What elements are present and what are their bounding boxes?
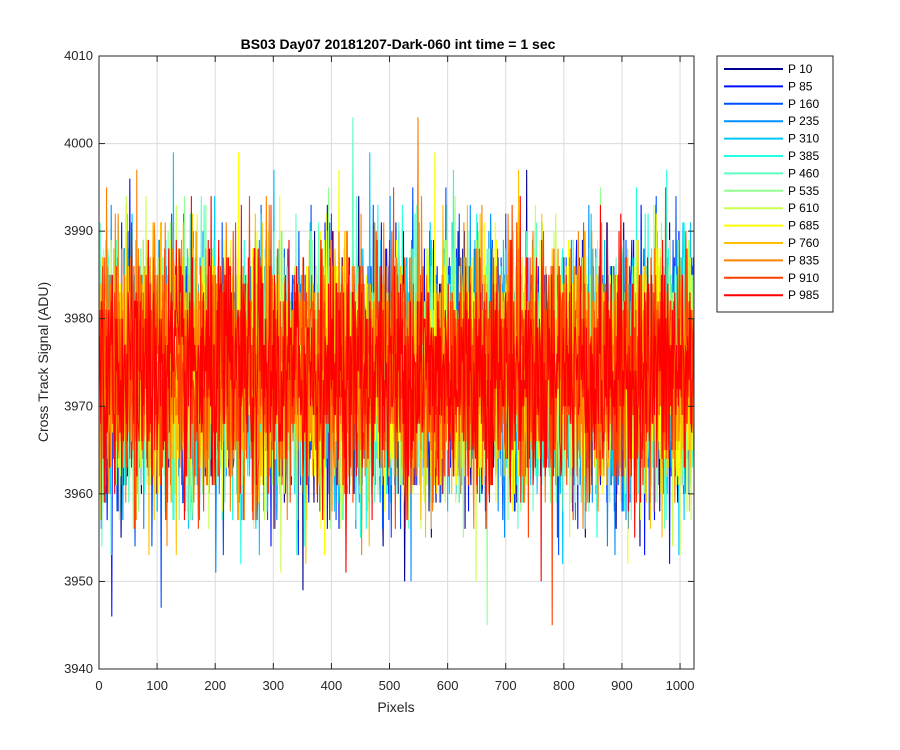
- x-tick-label: 700: [495, 678, 517, 693]
- x-axis-label: Pixels: [377, 699, 414, 715]
- y-tick-label: 3950: [64, 573, 93, 588]
- legend: P 10 P 85 P 160 P 235 P 310 P 385 P 460 P 535 P …: [716, 55, 834, 313]
- x-tick-label: 1000: [666, 678, 695, 693]
- legend-entry: P 85: [788, 79, 813, 93]
- y-tick-label: 3940: [64, 661, 93, 676]
- legend-entry: P 685: [788, 219, 819, 233]
- axes-frame: [98, 55, 695, 670]
- x-tick-label: 800: [553, 678, 575, 693]
- y-tick-label: 3990: [64, 223, 93, 238]
- x-tick-label: 400: [321, 678, 343, 693]
- y-tick-label: 3960: [64, 486, 93, 501]
- series-line: [99, 196, 694, 582]
- legend-entry: P 385: [788, 149, 819, 163]
- legend-box: [716, 55, 834, 313]
- legend-entry: P 610: [788, 201, 819, 215]
- chart-title: BS03 Day07 20181207-Dark-060 int time = …: [241, 36, 556, 52]
- legend-entry: P 235: [788, 114, 819, 128]
- legend-entry: P 535: [788, 184, 819, 198]
- x-tick-label: 100: [146, 678, 168, 693]
- legend-entry: P 910: [788, 271, 819, 285]
- legend-entry: P 835: [788, 253, 819, 267]
- y-tick-label: 4010: [64, 48, 93, 63]
- x-tick-label: 600: [437, 678, 459, 693]
- y-axis-label: Cross Track Signal (ADU): [35, 282, 51, 442]
- legend-entry: P 310: [788, 132, 819, 146]
- legend-entry: P 760: [788, 236, 819, 250]
- x-tick-label: 500: [379, 678, 401, 693]
- tick-labels: 0 100 200 300 400 500 600 700 800 900 1000 3940 3950…: [64, 48, 694, 693]
- series-lines: [99, 117, 694, 626]
- x-tick-label: 200: [204, 678, 226, 693]
- y-tick-label: 4000: [64, 136, 93, 151]
- plot-area: 0 100 200 300 400 500 600 700 800 900 1000 3940 3950…: [64, 48, 694, 693]
- legend-entry: P 10: [788, 62, 813, 76]
- axis-ticks: [98, 55, 694, 670]
- y-tick-label: 3970: [64, 398, 93, 413]
- x-tick-label: 300: [262, 678, 284, 693]
- legend-entry: P 985: [788, 288, 819, 302]
- y-tick-label: 3980: [64, 311, 93, 326]
- x-tick-label: 0: [95, 678, 102, 693]
- x-tick-label: 900: [611, 678, 633, 693]
- legend-entry: P 460: [788, 166, 819, 180]
- legend-entry: P 160: [788, 97, 819, 111]
